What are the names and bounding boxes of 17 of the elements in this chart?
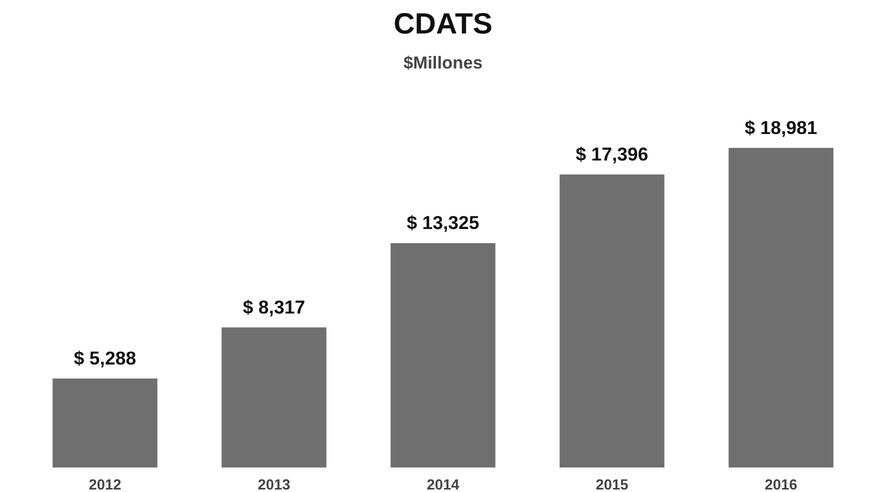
bar	[52, 378, 158, 468]
bar	[728, 148, 834, 468]
chart-title: CDATS	[394, 8, 492, 40]
bar	[390, 243, 496, 468]
x-tick-label: 2015	[596, 478, 628, 492]
x-tick-label: 2012	[88, 478, 122, 492]
data-label: $ 13,325	[406, 212, 480, 234]
bar	[222, 327, 326, 468]
x-tick-label: 2014	[426, 478, 460, 492]
x-tick-label: 2013	[258, 478, 290, 492]
data-label: $ 8,317	[242, 296, 306, 318]
data-label: $ 5,288	[74, 347, 136, 368]
data-label: $ 18,981	[744, 116, 818, 138]
bar	[560, 174, 664, 468]
x-tick-label: 2016	[764, 478, 798, 492]
data-label: $ 17,396	[576, 144, 648, 165]
chart-subtitle: $Millones	[404, 52, 482, 72]
